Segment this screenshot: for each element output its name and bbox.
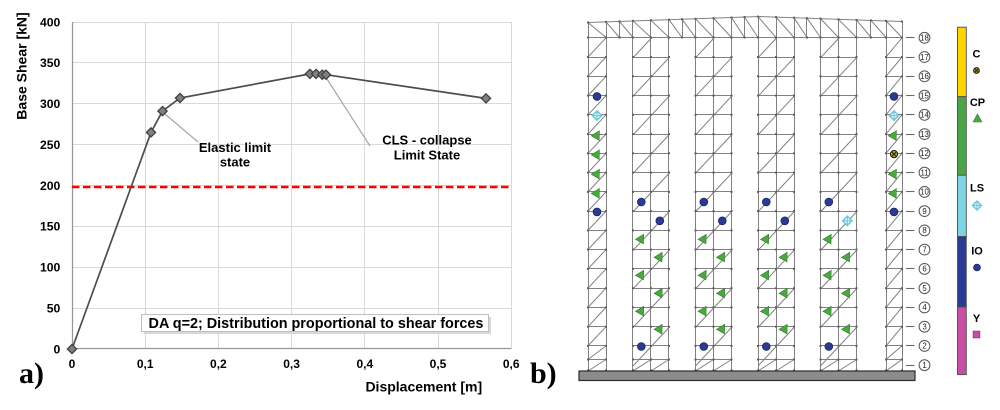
svg-text:0,6: 0,6 <box>503 357 520 371</box>
svg-text:C: C <box>973 49 981 61</box>
svg-text:5: 5 <box>922 284 927 293</box>
svg-text:14: 14 <box>920 111 929 120</box>
svg-text:8: 8 <box>922 226 926 235</box>
svg-text:state: state <box>220 155 250 170</box>
svg-text:0: 0 <box>54 342 61 356</box>
svg-text:2: 2 <box>922 342 926 351</box>
svg-text:7: 7 <box>922 245 926 254</box>
svg-text:12: 12 <box>920 149 929 158</box>
svg-text:17: 17 <box>920 53 929 62</box>
svg-text:0,5: 0,5 <box>430 357 447 371</box>
svg-text:Y: Y <box>973 313 981 325</box>
svg-text:9: 9 <box>922 207 926 216</box>
svg-text:300: 300 <box>40 97 61 111</box>
svg-text:13: 13 <box>920 130 929 139</box>
svg-text:50: 50 <box>47 301 61 315</box>
svg-text:CP: CP <box>970 97 985 109</box>
svg-text:18: 18 <box>920 34 929 43</box>
svg-text:6: 6 <box>922 265 926 274</box>
svg-text:DA q=2; Distribution proportio: DA q=2; Distribution proportional to she… <box>149 316 484 332</box>
svg-text:b): b) <box>530 357 557 390</box>
svg-text:Displacement [m]: Displacement [m] <box>365 379 482 395</box>
svg-text:0,1: 0,1 <box>137 357 154 371</box>
svg-text:IO: IO <box>971 246 983 258</box>
svg-text:0: 0 <box>69 357 76 371</box>
svg-text:10: 10 <box>920 188 929 197</box>
svg-text:350: 350 <box>40 56 61 70</box>
svg-text:100: 100 <box>40 261 61 275</box>
svg-text:15: 15 <box>920 91 929 100</box>
svg-text:Limit State: Limit State <box>394 148 460 163</box>
svg-text:3: 3 <box>922 323 926 332</box>
svg-text:4: 4 <box>922 303 927 312</box>
svg-text:1: 1 <box>922 361 926 370</box>
svg-text:a): a) <box>19 357 44 390</box>
svg-text:Elastic limit: Elastic limit <box>199 140 272 155</box>
svg-text:250: 250 <box>40 138 61 152</box>
svg-text:0,3: 0,3 <box>283 357 300 371</box>
svg-text:0,2: 0,2 <box>210 357 227 371</box>
svg-text:CLS - collapse: CLS - collapse <box>382 133 472 148</box>
svg-text:11: 11 <box>920 168 928 177</box>
svg-text:Base Shear [kN]: Base Shear [kN] <box>14 12 30 119</box>
svg-text:LS: LS <box>970 183 984 195</box>
svg-text:0,4: 0,4 <box>356 357 373 371</box>
svg-text:16: 16 <box>920 72 929 81</box>
svg-text:200: 200 <box>40 179 61 193</box>
svg-text:150: 150 <box>40 220 61 234</box>
svg-text:400: 400 <box>40 15 61 29</box>
